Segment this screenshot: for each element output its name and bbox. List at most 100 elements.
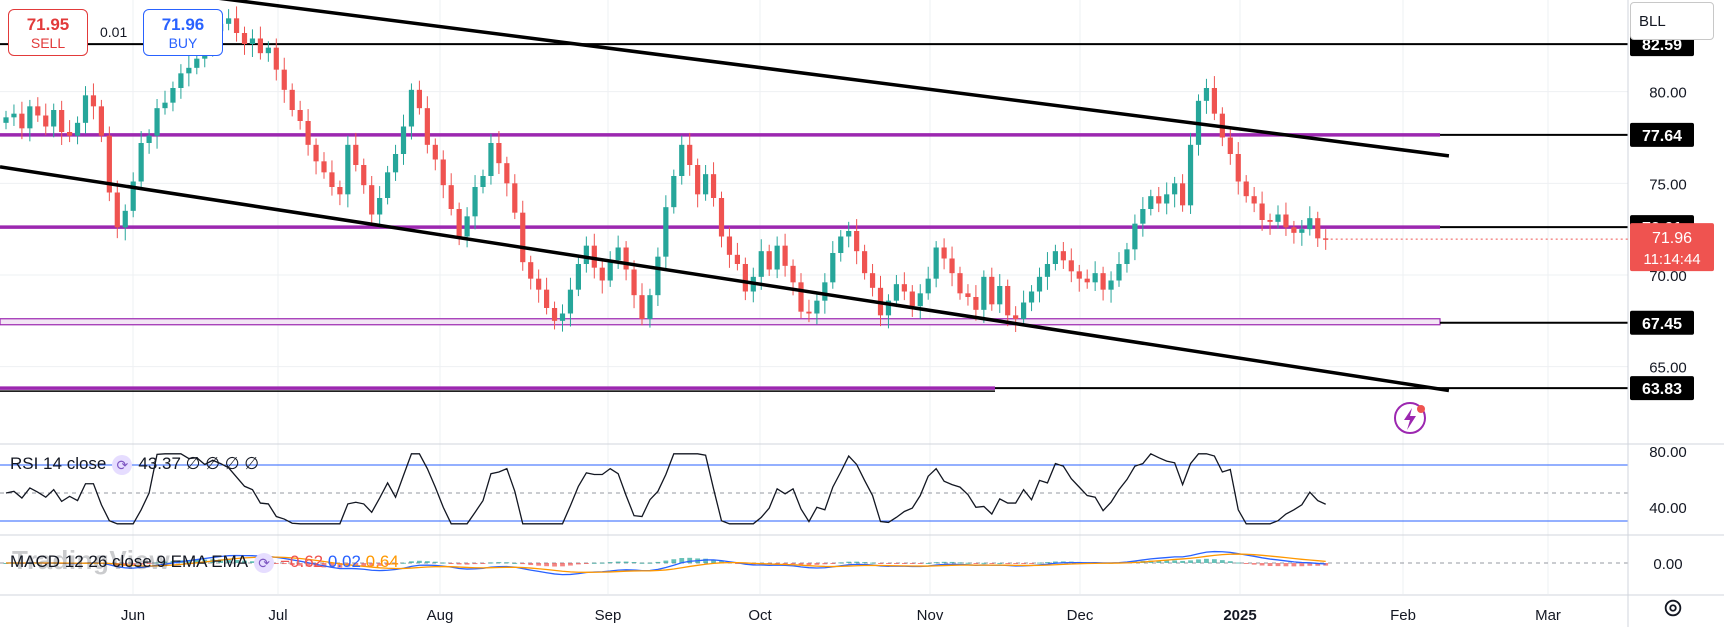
candle-body <box>909 291 915 307</box>
candle-body <box>703 174 709 195</box>
candle-body <box>249 38 256 44</box>
candle-body <box>806 311 812 314</box>
macd-histogram-bar <box>957 562 963 564</box>
candle-body <box>718 198 725 237</box>
candle-body <box>1005 286 1011 316</box>
macd-histogram-bar <box>520 563 526 565</box>
alert-bolt <box>1404 408 1416 430</box>
candle-body <box>1092 273 1098 283</box>
macd-settings-icon[interactable]: ⟳ <box>254 552 275 573</box>
time-tick-label: Sep <box>595 607 622 624</box>
candle-body <box>51 110 57 127</box>
candle-body <box>416 89 422 109</box>
macd-histogram-bar <box>607 562 613 564</box>
candle-body <box>1021 302 1027 319</box>
candle-body <box>448 185 454 209</box>
macd-histogram-bar <box>615 561 621 563</box>
price-tick-label: 80.00 <box>1649 85 1687 102</box>
candle-body <box>456 209 462 237</box>
time-tick-label: Jul <box>268 607 287 624</box>
macd-histogram-bar <box>981 562 987 564</box>
level-price-label: 67.45 <box>1642 316 1682 333</box>
candle-body <box>1140 209 1146 224</box>
candle-body <box>782 245 788 266</box>
candle-body <box>854 231 860 252</box>
macd-histogram-bar <box>1243 563 1249 564</box>
candle-body <box>1076 271 1082 279</box>
macd-histogram-bar <box>1029 563 1034 564</box>
macd-histogram-bar <box>146 563 152 564</box>
macd-histogram-bar <box>250 561 255 563</box>
candle-body <box>655 256 661 296</box>
candle-body <box>512 183 518 213</box>
sell-button[interactable]: 71.95 SELL <box>8 9 88 56</box>
macd-histogram-bar <box>361 563 367 566</box>
candle-body <box>337 187 343 195</box>
candle-body <box>663 207 669 257</box>
candle-body <box>766 251 772 270</box>
candle-body <box>758 251 764 277</box>
candle-body <box>1036 276 1043 292</box>
candle-body <box>575 264 581 290</box>
candle-body <box>1108 280 1114 290</box>
candle-body <box>599 267 605 281</box>
macd-histogram-bar <box>1219 560 1225 563</box>
macd-histogram-bar <box>448 563 454 564</box>
macd-histogram-bar <box>202 559 208 563</box>
candle-body <box>846 231 852 237</box>
candle-body <box>1068 260 1074 272</box>
candle-body <box>838 236 844 253</box>
macd-histogram-bar <box>1196 559 1201 563</box>
macd-histogram-bar <box>806 563 812 566</box>
rsi-extras: ∅ ∅ ∅ ∅ <box>185 454 260 473</box>
candle-body <box>536 278 542 290</box>
macd-histogram-bar <box>703 558 708 563</box>
macd-histogram-bar <box>393 563 398 564</box>
macd-histogram-bar <box>162 561 168 563</box>
candle-body <box>679 144 685 176</box>
macd-histogram-bar <box>1037 562 1042 564</box>
candle-body <box>241 33 248 44</box>
macd-histogram-bar <box>377 563 383 566</box>
buy-price: 71.96 <box>161 15 205 34</box>
candle-body <box>289 89 295 110</box>
time-tick-label: Dec <box>1067 607 1094 624</box>
candle-body <box>146 135 152 143</box>
candle-body <box>361 165 367 186</box>
candle-body <box>504 163 510 184</box>
candle-body <box>400 126 407 154</box>
trend-lines <box>0 0 1450 393</box>
rsi-line <box>5 452 1326 525</box>
rsi-settings-icon[interactable]: ⟳ <box>112 454 133 475</box>
candle-body <box>385 172 391 198</box>
macd-histogram-bar <box>679 558 685 563</box>
macd-histogram-bar <box>369 563 375 567</box>
macd-histogram-bar <box>234 559 239 563</box>
time-tick-label: Mar <box>1535 607 1561 624</box>
macd-histogram-bar <box>878 563 883 564</box>
macd-histogram-bar <box>1204 558 1209 563</box>
trend-line <box>0 165 1450 393</box>
macd-value: −0.62 <box>280 552 324 571</box>
candle-body <box>1251 196 1257 204</box>
settings-gear-icon[interactable] <box>1662 597 1684 619</box>
macd-histogram-bar <box>480 563 486 564</box>
symbol-selector[interactable]: BLL <box>1630 2 1714 40</box>
candle-body <box>615 247 621 261</box>
candle-body <box>814 300 820 314</box>
candle-body <box>186 67 192 74</box>
candle-body <box>313 144 319 162</box>
candle-body <box>710 174 717 198</box>
alert-bolt-icon[interactable] <box>1394 402 1426 434</box>
candle-body <box>1211 88 1217 114</box>
macd-signal-value: 0.02 <box>327 552 361 571</box>
candle-body <box>798 282 804 312</box>
macd-histogram-bar <box>1164 560 1170 563</box>
macd-histogram-bar <box>321 563 327 568</box>
macd-histogram-bar <box>1156 560 1162 563</box>
candle-body <box>1275 214 1281 222</box>
buy-button[interactable]: 71.96 BUY <box>143 9 223 56</box>
macd-histogram-bar <box>886 563 891 564</box>
candle-body <box>631 269 637 296</box>
